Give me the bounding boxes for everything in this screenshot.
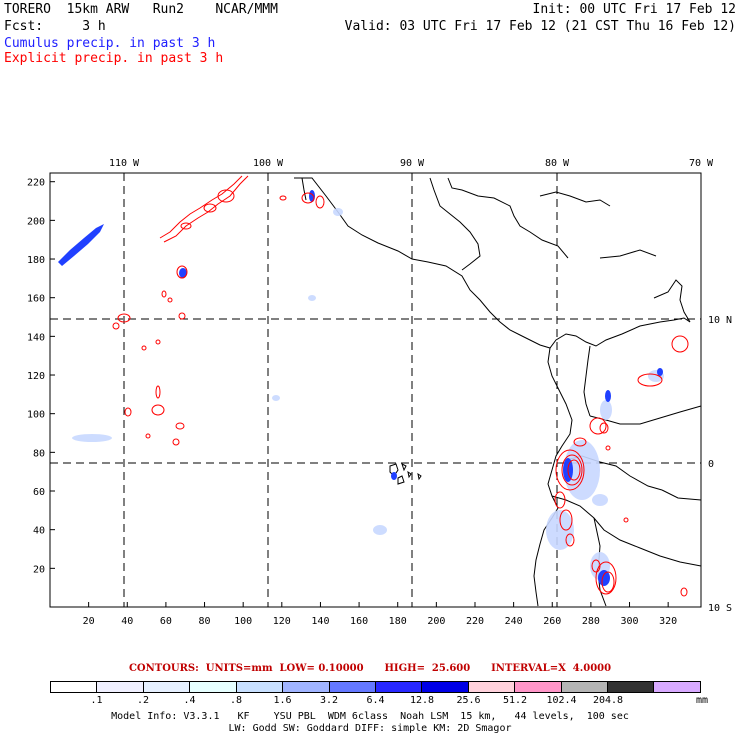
valid-time: Valid: 03 UTC Fri 17 Feb 12 (21 CST Thu … [344,19,736,34]
contour-info: CONTOURS: UNITS=mm LOW= 0.10000 HIGH= 25… [128,663,612,674]
y-grid-ticks: 20 40 60 80 100 120 140 160 180 200 220 [27,178,55,575]
colorbar-swatch [143,682,191,692]
colorbar-label: 1.6 [273,695,292,706]
colorbar-swatch [236,682,284,692]
colorbar-label: 12.8 [409,695,435,706]
colorbar-swatch [561,682,609,692]
model-info-line2: LW: Godd SW: Goddard DIFF: simple KM: 2D… [228,723,512,734]
colorbar-swatch [329,682,376,692]
y-tick-label: 80 [33,448,45,459]
init-time: Init: 00 UTC Fri 17 Feb 12 [532,2,737,17]
colorbar-label: .4 [183,695,196,706]
x-tick-label: 100 [234,616,252,627]
colorbar-label: .2 [136,695,150,706]
colorbar-swatch [51,682,98,692]
longitude-label: 80 W [545,158,570,169]
x-tick-label: 280 [582,616,600,627]
longitude-label: 70 W [689,158,714,169]
y-tick-label: 180 [27,255,45,266]
x-tick-label: 20 [83,616,95,627]
precip-colorbar [50,681,701,693]
latitude-label: 0 [708,459,714,470]
explicit-precip-contours [112,175,689,597]
x-tick-label: 140 [311,616,329,627]
y-tick-label: 220 [27,178,45,189]
colorbar-label: 6.4 [366,695,385,706]
colorbar-label: 102.4 [546,695,577,706]
x-tick-label: 320 [659,616,677,627]
x-tick-label: 60 [160,616,172,627]
colorbar-swatch [422,682,469,692]
colorbar-label: 25.6 [456,695,481,706]
colorbar-swatch [608,682,655,692]
colorbar-label: 204.8 [592,695,624,706]
x-grid-ticks: 20 40 60 80 100 120 140 160 180 200 220 240 260 280 30… [83,602,677,627]
cumulus-precip-label: Cumulus precip. in past 3 h [4,36,216,51]
y-tick-label: 120 [27,371,45,382]
colorbar-label: 51.2 [502,695,528,706]
x-tick-label: 120 [273,616,291,627]
colorbar-swatch [375,682,423,692]
map-frame [49,172,702,608]
y-tick-label: 20 [33,564,45,575]
y-tick-label: 160 [27,294,45,305]
coastlines [294,177,702,607]
model-info-line1: Model Info: V3.3.1 KF YSU PBL WDM 6class… [111,711,629,722]
colorbar-swatch [515,682,562,692]
x-tick-label: 80 [199,616,211,627]
y-tick-label: 140 [27,332,45,343]
colorbar-label: .8 [229,695,243,706]
explicit-precip-label: Explicit precip. in past 3 h [4,51,224,66]
y-tick-label: 100 [27,410,45,421]
x-tick-label: 200 [427,616,445,627]
longitude-labels: 110 W 100 W 90 W 80 W 70 W [109,158,714,169]
longitude-label: 110 W [109,158,140,169]
latitude-labels: 10 N 0 10 S [708,315,732,614]
x-tick-label: 240 [505,616,523,627]
y-tick-label: 60 [33,487,45,498]
colorbar-swatch [654,682,700,692]
latitude-label: 10 N [708,315,732,326]
x-tick-label: 300 [620,616,638,627]
colorbar-swatch [190,682,237,692]
colorbar-swatch [283,682,330,692]
colorbar-swatch [468,682,516,692]
longitude-label: 90 W [400,158,425,169]
colorbar-unit: mm [696,695,709,706]
longitude-label: 100 W [253,158,284,169]
x-tick-label: 160 [350,616,368,627]
x-tick-label: 40 [121,616,133,627]
colorbar-label: .1 [90,695,103,706]
forecast-hour: Fcst: 3 h [4,19,106,34]
x-tick-label: 180 [389,616,407,627]
x-tick-label: 260 [543,616,561,627]
y-tick-label: 40 [33,526,45,537]
x-tick-label: 220 [466,616,484,627]
colorbar-label: 3.2 [319,695,339,706]
model-run-title: TORERO 15km ARW Run2 NCAR/MMM [4,2,278,17]
latitude-label: 10 S [708,603,732,614]
y-tick-label: 200 [27,216,45,227]
colorbar-swatch [97,682,144,692]
graticule [50,173,701,607]
